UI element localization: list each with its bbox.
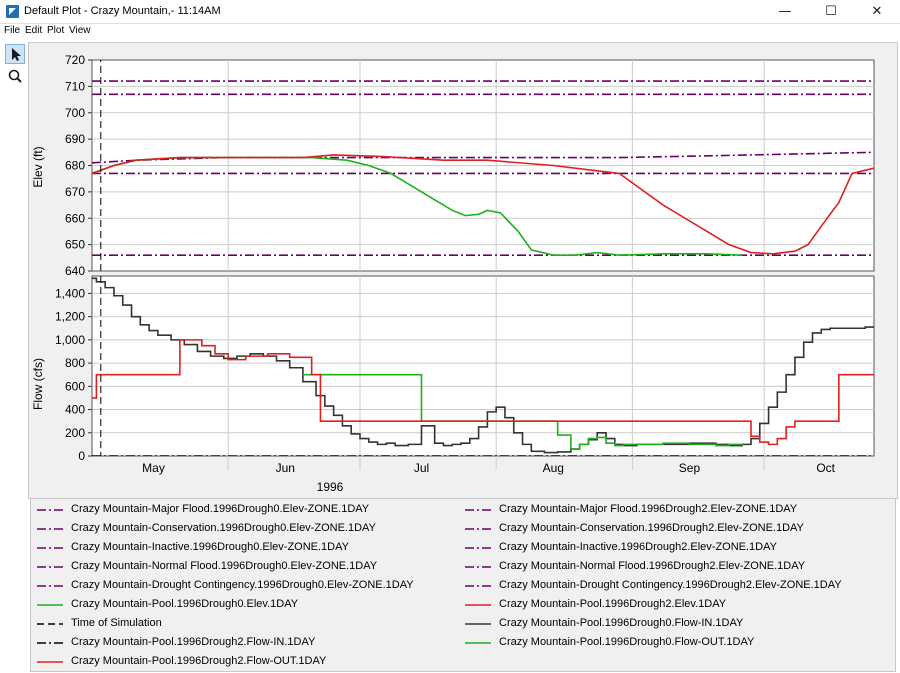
- plot-canvas[interactable]: Elev (ft) Flow (cfs) 1996 640 650 660 670 68…: [29, 43, 897, 498]
- series-line-6: [92, 154, 874, 255]
- x-tick-label: Oct: [816, 461, 835, 475]
- legend-label: Crazy Mountain-Major Flood.1996Drough0.E…: [71, 503, 370, 515]
- flow-series-group: [92, 276, 874, 456]
- legend-label: Crazy Mountain-Pool.1996Drough2.Elev.1DA…: [499, 598, 727, 610]
- legend-swatch: [465, 642, 491, 644]
- legend-label: Crazy Mountain-Pool.1996Drough0.Flow-IN.…: [499, 617, 744, 629]
- legend-label: Crazy Mountain-Conservation.1996Drough0.…: [71, 522, 376, 534]
- legend-label: Crazy Mountain-Drought Contingency.1996D…: [499, 579, 842, 591]
- legend-swatch: [465, 585, 491, 587]
- x-tick-label: May: [142, 461, 165, 475]
- series-line-2: [92, 151, 874, 164]
- legend-swatch: [37, 642, 63, 644]
- legend-swatch: [37, 623, 63, 625]
- x-tick-label: Aug: [543, 461, 564, 475]
- legend-label: Crazy Mountain-Major Flood.1996Drough2.E…: [499, 503, 798, 515]
- legend-swatch: [37, 585, 63, 587]
- legend-label: Crazy Mountain-Normal Flood.1996Drough2.…: [499, 560, 806, 572]
- y-tick-label: 710: [65, 79, 85, 93]
- legend-swatch: [465, 528, 491, 530]
- legend-label: Time of Simulation: [71, 617, 162, 629]
- legend-label: Crazy Mountain-Drought Contingency.1996D…: [71, 579, 414, 591]
- y-tick-label: 400: [65, 403, 85, 417]
- title-bar: Default Plot - Crazy Mountain,- 11:14AM …: [0, 0, 900, 24]
- plot-panel: Elev (ft) Flow (cfs) 1996 640 650 660 670 68…: [28, 42, 898, 499]
- window-title: Default Plot - Crazy Mountain,- 11:14AM: [24, 5, 221, 17]
- close-button[interactable]: ✕: [871, 4, 883, 19]
- y-tick-label: 1,400: [55, 286, 85, 300]
- y-tick-label: 700: [65, 106, 85, 120]
- legend-panel: Crazy Mountain-Major Flood.1996Drough0.E…: [30, 498, 896, 672]
- magnifier-icon: [8, 69, 22, 83]
- legend-label: Crazy Mountain-Pool.1996Drough2.Flow-IN.…: [71, 636, 316, 648]
- legend-swatch: [37, 528, 63, 530]
- y-tick-label: 650: [65, 238, 85, 252]
- legend-swatch: [465, 623, 491, 625]
- series-line-3: [92, 339, 874, 446]
- legend-label: Crazy Mountain-Pool.1996Drough0.Elev.1DA…: [71, 598, 299, 610]
- legend-label: Crazy Mountain-Inactive.1996Drough2.Elev…: [499, 541, 777, 553]
- menu-file[interactable]: File: [4, 25, 21, 36]
- legend-swatch: [37, 509, 63, 511]
- app-logo-icon: [6, 5, 19, 18]
- legend-label: Crazy Mountain-Normal Flood.1996Drough0.…: [71, 560, 378, 572]
- cursor-arrow-icon: [12, 48, 21, 61]
- legend-label: Crazy Mountain-Inactive.1996Drough0.Elev…: [71, 541, 349, 553]
- elev-series-group: [92, 60, 874, 271]
- x-tick-label: Sep: [679, 461, 701, 475]
- y-tick-label: 600: [65, 379, 85, 393]
- y-tick-label: 800: [65, 356, 85, 370]
- menu-bar: File Edit Plot View: [0, 24, 900, 40]
- legend-swatch: [37, 661, 63, 663]
- menu-edit[interactable]: Edit: [25, 25, 43, 36]
- x-axis-year-label: 1996: [317, 480, 344, 494]
- series-line-1: [92, 277, 874, 454]
- legend-swatch: [465, 509, 491, 511]
- legend-label: Crazy Mountain-Pool.1996Drough0.Flow-OUT…: [499, 636, 755, 648]
- flow-plot-area: [91, 275, 875, 457]
- legend-swatch: [37, 566, 63, 568]
- legend-swatch: [465, 604, 491, 606]
- y-tick-label: 690: [65, 132, 85, 146]
- legend-swatch: [37, 547, 63, 549]
- y-tick-label: 1,200: [55, 310, 85, 324]
- elev-axis-label: Elev (ft): [31, 146, 45, 187]
- pointer-tool[interactable]: [5, 44, 25, 64]
- y-tick-label: 660: [65, 211, 85, 225]
- y-tick-label: 200: [65, 426, 85, 440]
- minimize-button[interactable]: —: [778, 4, 792, 19]
- y-tick-label: 1,000: [55, 333, 85, 347]
- zoom-tool[interactable]: [5, 66, 25, 86]
- x-tick-label: Jun: [276, 461, 295, 475]
- legend-swatch: [465, 547, 491, 549]
- legend-label: Crazy Mountain-Conservation.1996Drough2.…: [499, 522, 804, 534]
- menu-view[interactable]: View: [69, 25, 91, 36]
- maximize-button[interactable]: ☐: [825, 4, 837, 19]
- menu-plot[interactable]: Plot: [47, 25, 65, 36]
- y-tick-label: 720: [65, 53, 85, 67]
- y-tick-label: 670: [65, 185, 85, 199]
- legend-label: Crazy Mountain-Pool.1996Drough2.Flow-OUT…: [71, 655, 327, 667]
- y-tick-label: 640: [65, 264, 85, 278]
- flow-axis-label: Flow (cfs): [31, 358, 45, 410]
- y-tick-label: 680: [65, 159, 85, 173]
- y-tick-label: 0: [78, 449, 85, 463]
- legend-swatch: [37, 604, 63, 606]
- legend-swatch: [465, 566, 491, 568]
- x-tick-label: Jul: [414, 461, 429, 475]
